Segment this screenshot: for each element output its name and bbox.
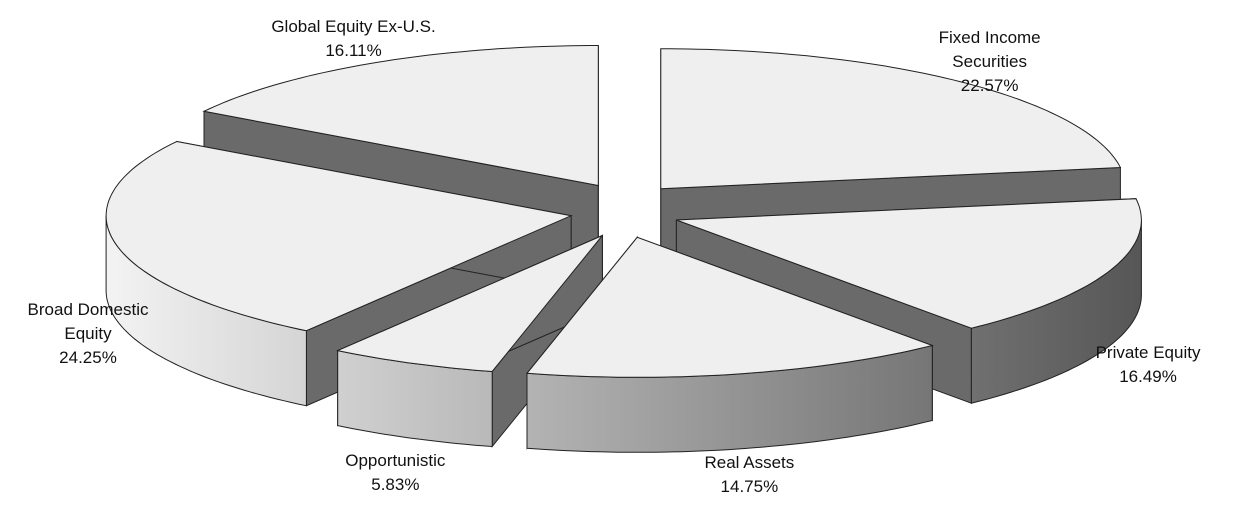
slice-label: Fixed Income Securities 22.57% — [905, 26, 1075, 98]
slice — [336, 234, 603, 448]
category-label: Real Assets — [704, 453, 795, 472]
slice — [526, 235, 935, 453]
category-label: Broad Domestic Equity — [27, 300, 149, 344]
slice-top — [336, 235, 603, 373]
slice-label: Broad Domestic Equity 24.25% — [3, 298, 173, 370]
category-label: Private Equity — [1095, 342, 1201, 362]
slice-top — [202, 45, 599, 187]
value-label: 24.25% — [59, 348, 117, 368]
slice-top — [105, 140, 573, 332]
category-label: Fixed Income Securities — [938, 27, 1041, 71]
slice-label: Private Equity 16.49% — [1063, 341, 1233, 389]
category-label: Opportunistic — [345, 450, 446, 470]
category-label: Global Equity Ex-U.S. — [271, 17, 436, 37]
value-label: 16.11% — [325, 41, 382, 61]
value-label: 14.75% — [720, 477, 779, 496]
slice-top — [676, 198, 1142, 329]
slice-label: Opportunistic 5.83% — [310, 449, 480, 497]
value-label: 5.83% — [371, 474, 420, 494]
slice-label: Real Assets 14.75% — [664, 451, 834, 499]
slice-top — [660, 48, 1122, 190]
value-label: 16.49% — [1119, 366, 1177, 386]
slice-label: Global Equity Ex-U.S. 16.11% — [269, 15, 439, 63]
value-label: 22.57% — [960, 75, 1019, 95]
slice-top — [526, 236, 935, 378]
